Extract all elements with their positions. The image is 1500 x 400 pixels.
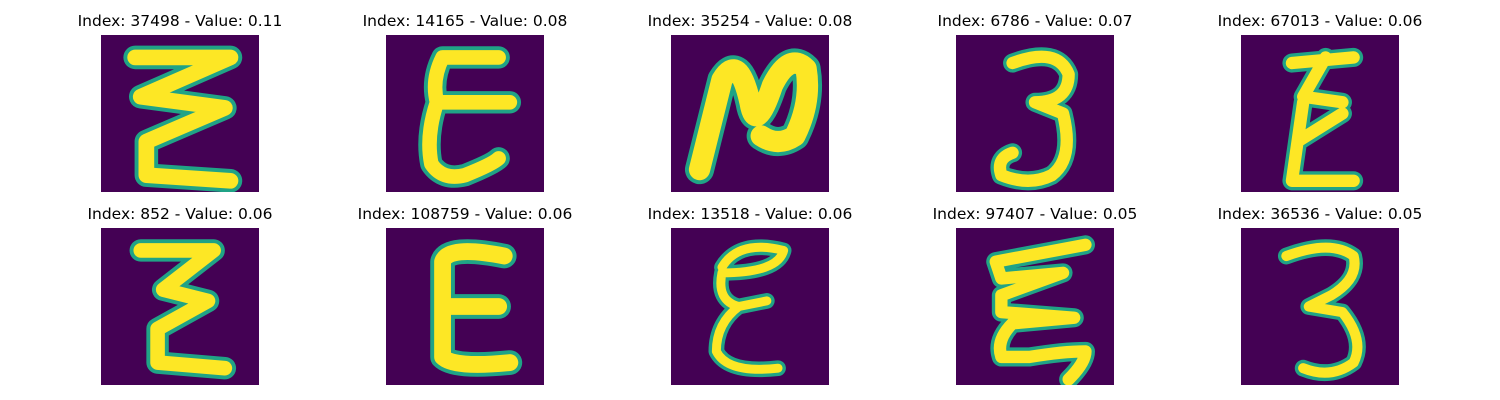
digit-image bbox=[956, 228, 1114, 385]
digit-image bbox=[956, 35, 1114, 192]
e-curve-icon bbox=[430, 239, 523, 377]
panel-9: Index: 97407 - Value: 0.05 bbox=[925, 203, 1145, 385]
panel-7: Index: 108759 - Value: 0.06 bbox=[355, 203, 575, 385]
digit-image bbox=[1241, 35, 1399, 192]
epsilon-icon bbox=[418, 46, 522, 188]
panel-title: Index: 97407 - Value: 0.05 bbox=[932, 205, 1138, 223]
panel-2: Index: 14165 - Value: 0.08 bbox=[355, 10, 575, 192]
zigzag-z-icon bbox=[129, 239, 237, 380]
panel-title: Index: 6786 - Value: 0.07 bbox=[937, 12, 1133, 30]
digit-image bbox=[101, 228, 259, 385]
panel-5: Index: 67013 - Value: 0.06 bbox=[1210, 10, 1430, 192]
digit-3-icon bbox=[990, 47, 1079, 191]
panel-title: Index: 14165 - Value: 0.08 bbox=[362, 12, 568, 30]
digit-image bbox=[386, 228, 544, 385]
digit-image bbox=[671, 35, 829, 192]
zigzag-z-icon bbox=[123, 45, 243, 192]
digit-image bbox=[101, 35, 259, 192]
epsilon-icon bbox=[708, 239, 792, 378]
panel-6: Index: 852 - Value: 0.06 bbox=[70, 203, 290, 385]
panel-title: Index: 67013 - Value: 0.06 bbox=[1217, 12, 1423, 30]
n-curve-icon bbox=[684, 48, 823, 185]
panel-8: Index: 13518 - Value: 0.06 bbox=[640, 203, 860, 385]
zigzag-e-icon bbox=[986, 235, 1095, 385]
digit-image bbox=[671, 228, 829, 385]
panel-title: Index: 852 - Value: 0.06 bbox=[87, 205, 273, 223]
digit-3-icon bbox=[1277, 239, 1366, 382]
panel-title: Index: 37498 - Value: 0.11 bbox=[77, 12, 283, 30]
panel-title: Index: 13518 - Value: 0.06 bbox=[647, 205, 853, 223]
panel-1: Index: 37498 - Value: 0.11 bbox=[70, 10, 290, 192]
panel-title: Index: 36536 - Value: 0.05 bbox=[1217, 205, 1423, 223]
panel-title: Index: 108759 - Value: 0.06 bbox=[357, 205, 573, 223]
zeta-icon bbox=[1282, 47, 1364, 191]
panel-4: Index: 6786 - Value: 0.07 bbox=[925, 10, 1145, 192]
digit-image bbox=[386, 35, 544, 192]
panel-10: Index: 36536 - Value: 0.05 bbox=[1210, 203, 1430, 385]
panel-3: Index: 35254 - Value: 0.08 bbox=[640, 10, 860, 192]
digit-image bbox=[1241, 228, 1399, 385]
panel-title: Index: 35254 - Value: 0.08 bbox=[647, 12, 853, 30]
